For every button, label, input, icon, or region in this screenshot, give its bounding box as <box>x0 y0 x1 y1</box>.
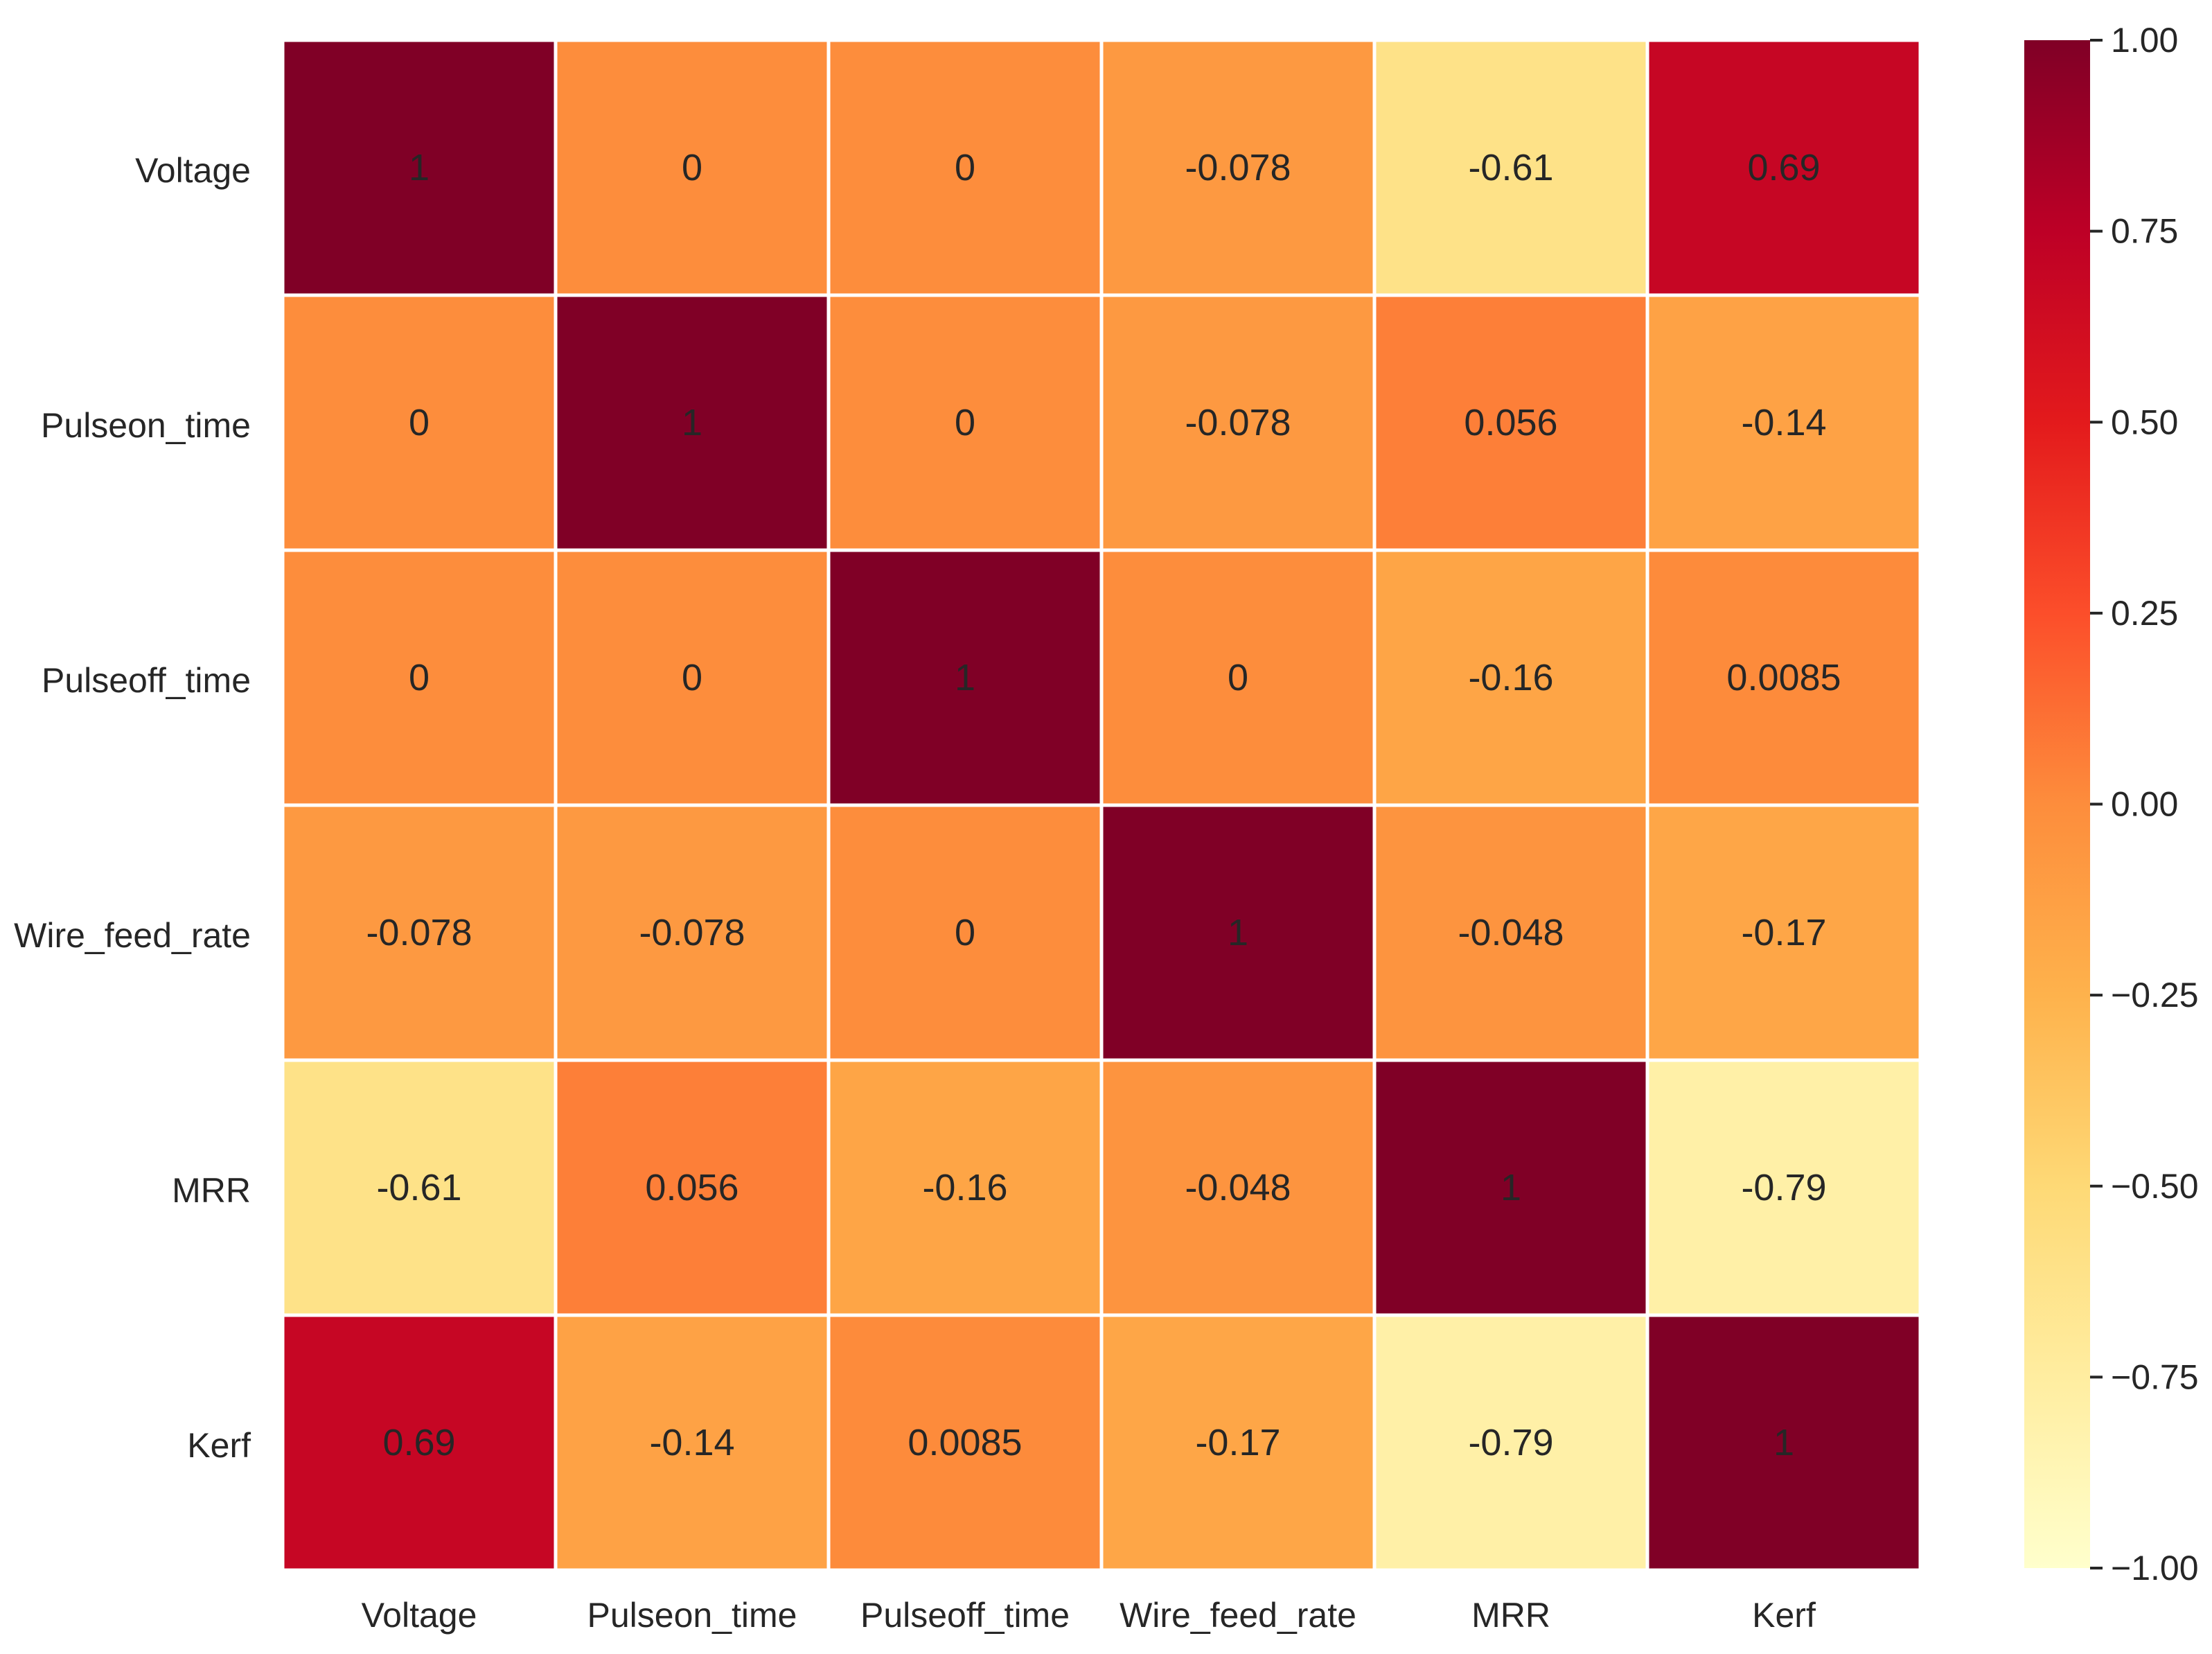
cell-value-label: 0.69 <box>382 1422 455 1463</box>
colorbar-tick-label: −0.50 <box>2111 1167 2199 1206</box>
cell-value-label: -0.048 <box>1185 1167 1291 1208</box>
heatmap-cell <box>281 1058 558 1317</box>
cell-value-label: 1 <box>682 402 702 443</box>
heatmap-cell <box>554 803 831 1062</box>
heatmap-cell <box>1645 1058 1922 1317</box>
cell-value-label: 0.0085 <box>908 1422 1022 1463</box>
cell-value-label: 0.056 <box>645 1167 738 1208</box>
column-label: Voltage <box>362 1596 477 1635</box>
heatmap-cell <box>1645 548 1922 807</box>
heatmap-cell <box>554 548 831 807</box>
cell-value-label: 0 <box>409 402 430 443</box>
row-label: Voltage <box>135 151 251 190</box>
cell-value-label: -0.14 <box>1741 402 1826 443</box>
cell-value-label: 1 <box>1501 1167 1521 1208</box>
heatmap-cell <box>1099 548 1377 807</box>
colorbar-gradient <box>2024 40 2090 1568</box>
heatmap-cell <box>281 803 558 1062</box>
cell-value-label: 1 <box>1773 1422 1794 1463</box>
cell-value-label: -0.79 <box>1468 1422 1553 1463</box>
heatmap-cell <box>1372 548 1649 807</box>
row-label: Wire_feed_rate <box>14 916 251 955</box>
cell-value-label: 0 <box>955 402 975 443</box>
cell-value-label: -0.16 <box>1468 657 1553 698</box>
cell-value-label: -0.17 <box>1195 1422 1280 1463</box>
cell-value-label: -0.078 <box>639 912 745 953</box>
heatmap-cell <box>1645 1313 1922 1572</box>
cell-value-label: 0 <box>409 657 430 698</box>
cell-value-label: -0.17 <box>1741 912 1826 953</box>
colorbar-tick-label: −0.25 <box>2111 976 2199 1014</box>
cell-value-label: 0 <box>682 147 702 188</box>
column-label: Pulseoff_time <box>860 1596 1070 1635</box>
heatmap-cell <box>1645 803 1922 1062</box>
cell-value-label: 0 <box>682 657 702 698</box>
heatmap-cell <box>1372 38 1649 297</box>
cell-value-label: -0.79 <box>1741 1167 1826 1208</box>
heatmap-cell <box>1372 1058 1649 1317</box>
heatmap-cell <box>281 38 558 297</box>
cell-value-label: -0.61 <box>376 1167 461 1208</box>
heatmap-cell <box>1099 293 1377 552</box>
column-label: MRR <box>1471 1596 1550 1635</box>
cell-value-label: 0 <box>955 147 975 188</box>
row-labels: Voltage Pulseon_time Pulseoff_time Wire_fee… <box>14 151 251 1465</box>
heatmap-cell <box>554 293 831 552</box>
column-label: Kerf <box>1752 1596 1816 1635</box>
cell-value-label: -0.61 <box>1468 147 1553 188</box>
cell-value-label: 0.69 <box>1747 147 1820 188</box>
heatmap-cell <box>1099 1313 1377 1572</box>
cell-value-label: 1 <box>409 147 430 188</box>
cell-value-label: 1 <box>1228 912 1248 953</box>
heatmap-cell <box>281 1313 558 1572</box>
heatmap-cell <box>1099 1058 1377 1317</box>
column-label: Pulseon_time <box>587 1596 797 1635</box>
colorbar-tick-label: 0.75 <box>2111 212 2178 251</box>
heatmap-cell <box>1099 803 1377 1062</box>
heatmap-cell <box>1372 803 1649 1062</box>
heatmap-cell <box>1099 38 1377 297</box>
cell-value-label: 0.0085 <box>1726 657 1841 698</box>
cell-value-label: -0.16 <box>922 1167 1007 1208</box>
colorbar-tick-label: 0.00 <box>2111 785 2178 824</box>
heatmap-cell <box>826 1058 1104 1317</box>
heatmap-cell <box>826 38 1104 297</box>
heatmap-cell <box>1372 1313 1649 1572</box>
heatmap-cell <box>1645 38 1922 297</box>
heatmap-cell <box>554 38 831 297</box>
row-label: MRR <box>172 1171 251 1210</box>
cell-value-label: -0.078 <box>1185 147 1291 188</box>
heatmap-cells: 1 0 0 -0.078 -0.61 0.69 0 1 0 -0.078 0.056 -0.14 0 0 1… <box>281 38 1922 1572</box>
cell-value-label: 0 <box>955 912 975 953</box>
cell-value-label: 1 <box>955 657 975 698</box>
colorbar-tick-label: −0.75 <box>2111 1357 2199 1396</box>
cell-value-label: 0 <box>1228 657 1248 698</box>
cell-value-label: -0.078 <box>366 912 472 953</box>
cell-value-label: -0.048 <box>1458 912 1564 953</box>
colorbar-tick-label: −1.00 <box>2111 1549 2199 1587</box>
colorbar: 1.00 0.75 0.50 0.25 0.00 −0.25 −0.50 −0.75 −1.00 <box>2024 21 2199 1587</box>
colorbar-tick-label: 1.00 <box>2111 21 2178 60</box>
row-label: Kerf <box>187 1426 251 1465</box>
column-labels: Voltage Pulseon_time Pulseoff_time Wire_fee… <box>362 1596 1816 1635</box>
row-label: Pulseon_time <box>41 406 251 445</box>
heatmap-cell <box>281 548 558 807</box>
cell-value-label: -0.14 <box>649 1422 734 1463</box>
cell-value-label: -0.078 <box>1185 402 1291 443</box>
cell-value-label: 0.056 <box>1464 402 1557 443</box>
colorbar-tick-label: 0.25 <box>2111 594 2178 633</box>
heatmap-cell <box>826 803 1104 1062</box>
colorbar-tick-label: 0.50 <box>2111 403 2178 441</box>
row-label: Pulseoff_time <box>42 661 251 700</box>
heatmap-cell <box>1645 293 1922 552</box>
column-label: Wire_feed_rate <box>1120 1596 1356 1635</box>
